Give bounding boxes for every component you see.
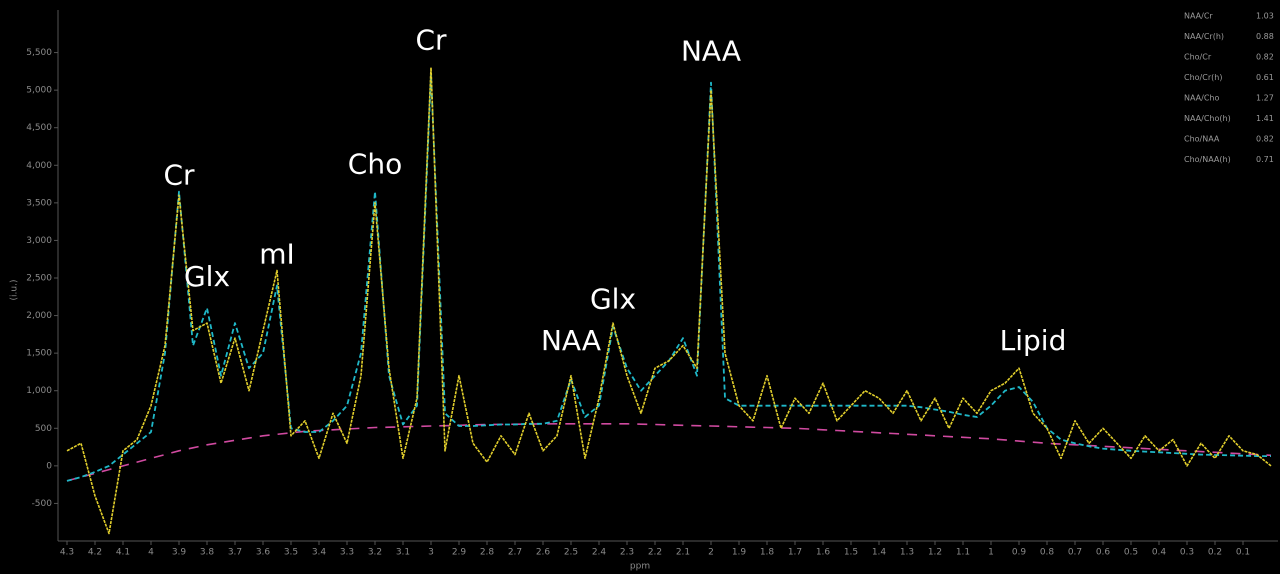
y-tick-label: 2,000 <box>26 311 52 321</box>
x-tick-label: 2.7 <box>508 548 522 558</box>
y-tick-label: 5,000 <box>26 86 52 96</box>
x-tick-label: 0.2 <box>1208 548 1222 558</box>
x-tick-label: 0.4 <box>1152 548 1167 558</box>
ratio-name: NAA/Cr(h) <box>1184 32 1224 41</box>
series-line <box>66 74 1271 482</box>
peak-label: Glx <box>184 260 230 293</box>
ratio-name: NAA/Cho <box>1184 94 1220 103</box>
x-tick-label: 3.9 <box>172 548 187 558</box>
x-tick-label: 1 <box>988 548 994 558</box>
x-tick-label: 3.3 <box>340 548 354 558</box>
x-tick-label: 1.3 <box>900 548 914 558</box>
x-tick-label: 0.8 <box>1040 548 1055 558</box>
y-tick-label: 1,500 <box>26 349 52 359</box>
x-tick-label: 2.9 <box>452 548 467 558</box>
x-tick-label: 1.9 <box>732 548 747 558</box>
x-tick-label: 3.4 <box>312 548 327 558</box>
x-tick-label: 0.1 <box>1236 548 1250 558</box>
y-tick-label: 3,500 <box>26 198 52 208</box>
peak-label: Cho <box>348 147 402 180</box>
peak-label: Cr <box>163 159 195 192</box>
ratio-name: Cho/NAA <box>1184 135 1220 144</box>
ratio-value: 0.82 <box>1256 53 1274 62</box>
x-tick-label: 3.8 <box>200 548 215 558</box>
x-tick-label: 1.6 <box>816 548 831 558</box>
ratio-value: 1.27 <box>1256 94 1274 103</box>
ratio-value: 0.82 <box>1256 135 1274 144</box>
y-tick-label: 1,000 <box>26 386 52 396</box>
x-tick-label: 2.8 <box>480 548 495 558</box>
peak-label: mI <box>259 237 295 270</box>
x-tick-label: 1.4 <box>872 548 887 558</box>
peak-label: Lipid <box>1000 324 1067 357</box>
x-tick-label: 0.6 <box>1096 548 1111 558</box>
x-tick-label: 1.8 <box>760 548 775 558</box>
x-tick-label: 2.3 <box>620 548 634 558</box>
x-tick-label: 2.1 <box>676 548 690 558</box>
x-tick-label: 1.5 <box>844 548 858 558</box>
x-tick-label: 3.7 <box>228 548 242 558</box>
ratio-value: 1.41 <box>1256 114 1274 123</box>
x-tick-label: 3.6 <box>256 548 271 558</box>
peak-label: Cr <box>415 23 447 56</box>
ratio-name: Cho/Cr <box>1184 53 1212 62</box>
x-tick-label: 4.2 <box>88 548 102 558</box>
ratio-name: Cho/NAA(h) <box>1184 155 1231 164</box>
y-tick-label: 3,000 <box>26 236 52 246</box>
ratio-value: 0.71 <box>1256 155 1274 164</box>
ratio-name: NAA/Cho(h) <box>1184 114 1231 123</box>
ratio-value: 0.88 <box>1256 32 1274 41</box>
y-tick-label: 500 <box>35 424 52 434</box>
x-tick-label: 3.2 <box>368 548 382 558</box>
x-tick-label: 2.6 <box>536 548 551 558</box>
y-tick-label: 2,500 <box>26 274 52 284</box>
peak-label: NAA <box>541 324 601 357</box>
y-tick-label: 4,000 <box>26 161 52 171</box>
ratio-name: Cho/Cr(h) <box>1184 73 1222 82</box>
x-tick-label: 0.3 <box>1180 548 1194 558</box>
x-tick-label: 4.1 <box>116 548 130 558</box>
peak-label: Glx <box>590 283 636 316</box>
x-tick-label: 3 <box>428 548 434 558</box>
x-tick-label: 1.2 <box>928 548 942 558</box>
x-tick-label: 2.5 <box>564 548 578 558</box>
x-tick-label: 4 <box>148 548 154 558</box>
ratio-value: 1.03 <box>1256 12 1274 21</box>
x-tick-label: 0.7 <box>1068 548 1082 558</box>
series-line <box>66 423 1272 482</box>
y-axis-label: (i.u.) <box>10 280 20 301</box>
x-axis-label: ppm <box>630 562 650 572</box>
x-tick-label: 3.5 <box>284 548 298 558</box>
y-tick-label: 0 <box>46 461 52 471</box>
y-tick-label: -500 <box>32 499 53 509</box>
x-tick-label: 1.1 <box>956 548 970 558</box>
peak-label: NAA <box>681 35 741 68</box>
x-tick-label: 3.1 <box>396 548 410 558</box>
x-tick-label: 2.4 <box>592 548 607 558</box>
ratio-value: 0.61 <box>1256 73 1274 82</box>
y-tick-label: 5,500 <box>26 48 52 58</box>
x-tick-label: 4.3 <box>60 548 74 558</box>
ratio-name: NAA/Cr <box>1184 12 1213 21</box>
x-tick-label: 1.7 <box>788 548 802 558</box>
x-tick-label: 2 <box>708 548 714 558</box>
series-line <box>66 66 1272 535</box>
x-tick-label: 0.9 <box>1012 548 1027 558</box>
x-tick-label: 0.5 <box>1124 548 1138 558</box>
x-tick-label: 2.2 <box>648 548 662 558</box>
y-tick-label: 4,500 <box>26 123 52 133</box>
